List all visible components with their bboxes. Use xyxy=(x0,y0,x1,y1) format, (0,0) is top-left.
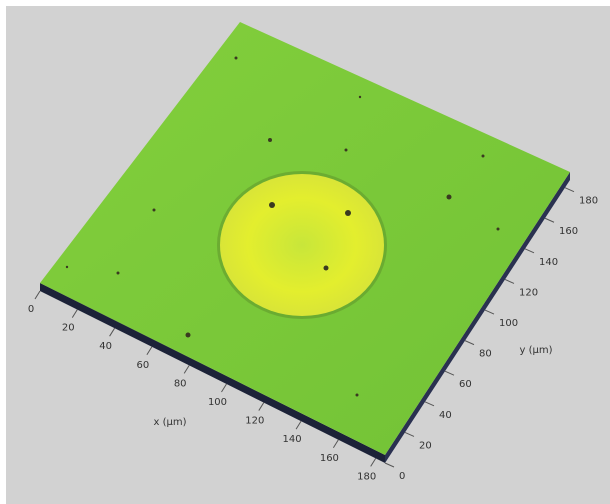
x-axis-label: x (µm) xyxy=(153,417,186,428)
y-tick-label: 160 xyxy=(559,226,578,237)
y-tick-label: 80 xyxy=(479,349,492,360)
x-tick-label: 140 xyxy=(283,434,302,445)
chart: x (µm) y (µm) 0 20 40 60 80 100 120 140 160 180 0 2… xyxy=(0,0,610,504)
y-tick-label: 120 xyxy=(519,287,538,298)
x-tick-label: 40 xyxy=(99,341,112,352)
crater xyxy=(220,174,384,316)
x-tick-label: 180 xyxy=(357,471,376,482)
x-tick-label: 160 xyxy=(320,453,339,464)
x-tick-label: 60 xyxy=(137,360,150,371)
x-tick-label: 100 xyxy=(208,397,227,408)
y-tick-label: 140 xyxy=(539,257,558,268)
y-tick-label: 100 xyxy=(499,318,518,329)
y-tick-label: 0 xyxy=(399,471,405,482)
x-tick-label: 80 xyxy=(174,378,187,389)
y-tick-label: 20 xyxy=(419,440,432,451)
x-tick-label: 120 xyxy=(245,416,264,427)
y-tick-label: 40 xyxy=(439,410,452,421)
x-tick-label: 0 xyxy=(28,304,34,315)
y-tick-label: 60 xyxy=(459,379,472,390)
y-tick-label: 180 xyxy=(579,196,598,207)
x-tick-label: 20 xyxy=(62,323,75,334)
y-axis-label: y (µm) xyxy=(519,345,552,356)
